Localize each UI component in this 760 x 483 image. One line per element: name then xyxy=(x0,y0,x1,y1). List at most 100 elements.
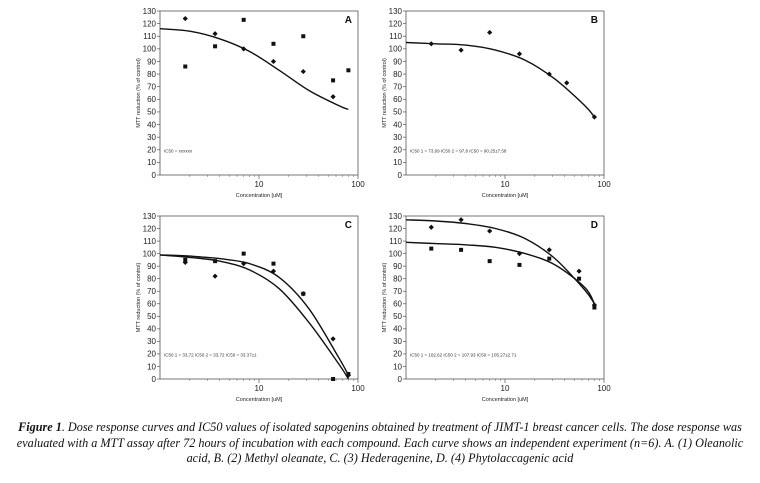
fit-curve xyxy=(159,254,349,380)
data-point-square xyxy=(517,262,522,267)
y-tick-label: 130 xyxy=(389,7,403,16)
data-point-diamond xyxy=(212,31,218,37)
y-tick-label: 80 xyxy=(147,70,156,79)
data-point-square xyxy=(213,259,218,264)
y-tick-label: 60 xyxy=(393,300,402,309)
data-point-diamond xyxy=(428,41,434,47)
y-tick-label: 40 xyxy=(147,120,156,129)
y-tick-label: 70 xyxy=(393,287,402,296)
y-tick-label: 130 xyxy=(143,7,157,16)
y-tick-label: 60 xyxy=(147,95,156,104)
y-tick-label: 0 xyxy=(152,375,157,384)
y-tick-label: 120 xyxy=(389,224,403,233)
data-point-square xyxy=(547,256,552,261)
y-tick-label: 0 xyxy=(398,375,403,384)
y-axis-title: MTT reduction (% of control) xyxy=(136,263,142,333)
y-tick-label: 80 xyxy=(393,274,402,283)
y-tick-label: 20 xyxy=(393,146,402,155)
y-tick-label: 110 xyxy=(389,32,402,41)
data-point-square xyxy=(301,34,306,39)
data-point-diamond xyxy=(576,268,582,274)
data-point-square xyxy=(183,257,188,262)
data-point-diamond xyxy=(428,224,434,230)
data-point-diamond xyxy=(270,268,277,274)
figure-caption: Figure 1. Dose response curves and IC50 … xyxy=(14,420,746,467)
y-tick-label: 120 xyxy=(143,19,157,28)
data-point-square xyxy=(213,44,218,49)
data-point-diamond xyxy=(182,15,188,22)
data-point-diamond xyxy=(458,47,464,53)
data-point-diamond xyxy=(516,51,523,57)
data-point-diamond xyxy=(212,273,218,279)
x-axis-title: Concentration [uM] xyxy=(482,397,529,403)
data-point-diamond xyxy=(487,29,493,36)
data-point-square xyxy=(346,68,351,73)
y-tick-label: 30 xyxy=(393,133,402,142)
data-point-diamond xyxy=(330,336,336,342)
y-tick-label: 100 xyxy=(143,249,157,258)
y-tick-label: 50 xyxy=(147,312,156,321)
chart-panel-a: 0 10 20 30 40 50 60 70 80 90 100 110 120 130 10 100 Conc… xyxy=(136,7,365,199)
data-point-square xyxy=(183,64,188,69)
data-point-square xyxy=(271,41,276,46)
data-point-diamond xyxy=(182,259,188,265)
y-tick-label: 100 xyxy=(389,45,403,54)
y-tick-label: 100 xyxy=(389,249,403,258)
data-point-square xyxy=(429,246,434,251)
y-tick-label: 50 xyxy=(393,108,402,117)
x-axis-title: Concentration [uM] xyxy=(482,193,529,199)
x-tick-label: 100 xyxy=(597,180,611,189)
x-tick-label: 100 xyxy=(351,180,365,189)
data-point-diamond xyxy=(241,46,247,52)
data-point-square xyxy=(592,305,597,310)
y-tick-label: 30 xyxy=(147,133,156,142)
data-point-diamond xyxy=(300,68,306,75)
data-point-square xyxy=(331,78,336,83)
y-tick-label: 60 xyxy=(393,95,402,104)
chart-panel-c: 0 10 20 30 40 50 60 70 80 90 100 110 120 130 10 100 Conc… xyxy=(136,212,365,403)
x-tick-label: 10 xyxy=(255,180,264,189)
y-tick-label: 20 xyxy=(147,350,156,359)
y-tick-label: 60 xyxy=(147,300,156,309)
y-tick-label: 90 xyxy=(393,262,402,271)
y-tick-label: 110 xyxy=(143,32,156,41)
data-point-diamond xyxy=(458,217,464,223)
panel-letter: A xyxy=(345,15,352,26)
y-tick-label: 10 xyxy=(393,158,402,167)
chart-panel-d: 0 10 20 30 40 50 60 70 80 90 100 110 120 130 10 100 Conc… xyxy=(382,212,611,403)
x-tick-label: 10 xyxy=(501,384,510,393)
data-point-square xyxy=(577,276,582,281)
fit-curve xyxy=(405,41,595,118)
y-tick-label: 20 xyxy=(393,350,402,359)
y-tick-label: 100 xyxy=(143,45,157,54)
y-tick-label: 110 xyxy=(389,237,402,246)
x-tick-label: 100 xyxy=(597,384,611,393)
y-tick-label: 40 xyxy=(147,325,156,334)
data-point-diamond xyxy=(330,94,336,100)
chart-panel-b: 0 10 20 30 40 50 60 70 80 90 100 110 120 130 10 100 Conc… xyxy=(382,7,611,199)
y-tick-label: 50 xyxy=(393,312,402,321)
y-tick-label: 30 xyxy=(147,337,156,346)
y-tick-label: 90 xyxy=(393,57,402,66)
data-point-square xyxy=(346,371,351,376)
y-tick-label: 70 xyxy=(393,82,402,91)
ic50-annotation: IC50 = xxxxxx xyxy=(164,148,193,153)
y-axis-title: MTT reduction (% of control) xyxy=(382,263,388,333)
x-tick-label: 10 xyxy=(501,180,510,189)
y-tick-label: 0 xyxy=(398,171,403,180)
y-tick-label: 20 xyxy=(147,146,156,155)
y-tick-label: 40 xyxy=(393,120,402,129)
y-tick-label: 0 xyxy=(152,171,157,180)
y-axis-title: MTT reduction (% of control) xyxy=(382,58,388,128)
data-point-diamond xyxy=(487,228,493,234)
y-tick-label: 10 xyxy=(147,158,156,167)
data-point-diamond xyxy=(546,247,552,253)
y-tick-label: 120 xyxy=(143,224,157,233)
y-tick-label: 70 xyxy=(147,287,156,296)
x-tick-label: 100 xyxy=(351,384,365,393)
x-axis-title: Concentration [uM] xyxy=(236,397,283,403)
fit-curve xyxy=(159,254,350,376)
y-tick-label: 130 xyxy=(143,212,157,221)
ic50-annotation: IC50 1 = 102,62 IC50 2 = 107,93 IC50 = 1… xyxy=(410,352,517,357)
